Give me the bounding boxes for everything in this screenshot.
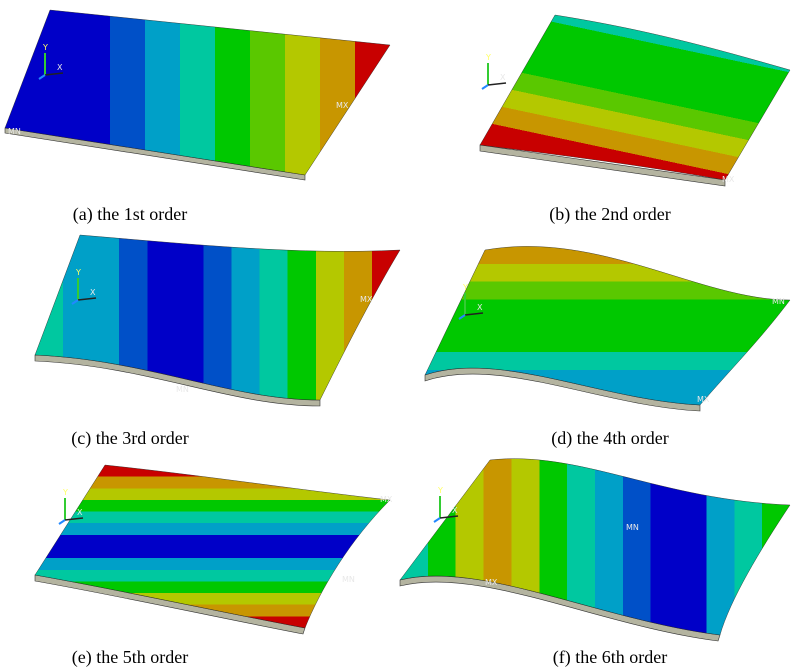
caption: (e) the 5th order [72,647,188,668]
mode-panel: Y X MN MX (a) the 1st order [5,10,390,225]
mode-panel: Y X MN MX (c) the 3rd order [35,235,400,449]
caption: (b) the 2nd order [549,204,670,225]
axis-z-line [59,520,65,524]
max-label: MX [485,578,498,587]
mode-panel: Y X MX (b) the 2nd order [480,15,790,225]
caption: (f) the 6th order [553,647,667,668]
mode-panel: Y X MN MX (f) the 6th order [400,459,790,668]
axis-x-label: X [452,506,458,515]
min-label: MN [8,127,21,136]
plate-contour [35,235,400,400]
min-label: MN [176,385,189,394]
min-label: MN [342,575,355,584]
axis-x-label: X [500,73,506,82]
max-label: MX [380,495,393,504]
max-label: MX [360,295,373,304]
plate-contour [5,10,390,175]
axis-x-label: X [77,508,83,517]
min-label: MN [772,297,785,306]
axis-z-line [482,85,488,89]
axis-y-label: Y [437,486,443,495]
axis-y-label: Y [42,43,48,52]
caption: (c) the 3rd order [71,428,188,449]
max-label: MX [722,175,735,184]
axis-x-line [488,83,506,85]
mode-panel: Y X MN MX (d) the 4th order [425,246,790,449]
min-label: MN [626,523,639,532]
mode-panel: Y X MN MX (e) the 5th order [35,465,393,668]
axis-z-line [434,518,440,522]
axis-y-label: Y [75,268,81,277]
figure: Y X MN MX (a) the 1st order Y X MX (b) the 2nd o… [0,0,796,670]
axis-y-label: Y [485,53,491,62]
axis-y-label: Y [462,283,468,292]
axis-y-label: Y [62,488,68,497]
axis-x-label: X [57,63,63,72]
plate-contour [35,465,390,628]
axis-x-label: X [90,288,96,297]
max-label: MX [336,101,349,110]
max-label: MX [697,395,710,404]
caption: (a) the 1st order [73,204,187,225]
caption: (d) the 4th order [551,428,668,449]
plate-contour [425,246,790,405]
axis-x-label: X [477,303,483,312]
